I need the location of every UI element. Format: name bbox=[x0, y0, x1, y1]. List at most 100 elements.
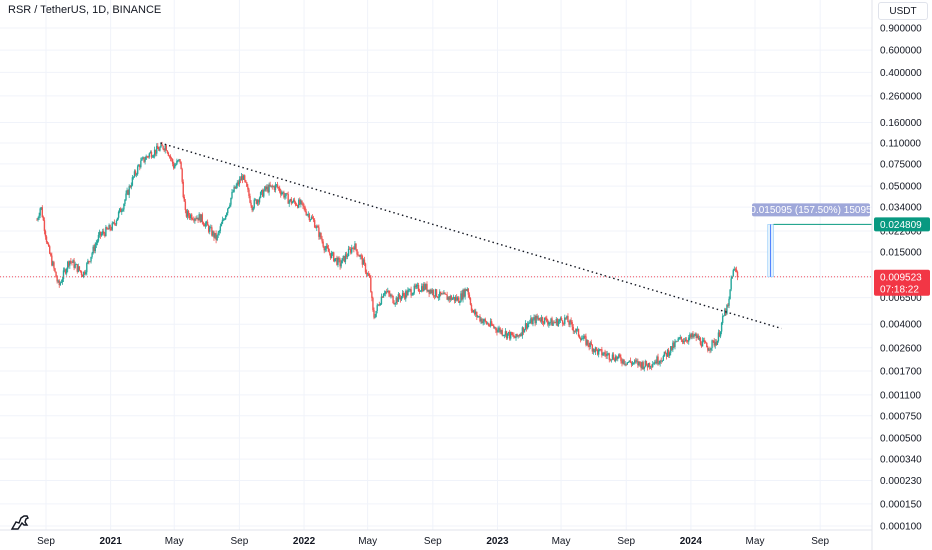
candle-body bbox=[638, 361, 640, 366]
candle-body bbox=[379, 304, 382, 306]
x-tick-label: May bbox=[165, 536, 184, 547]
candle-body bbox=[40, 207, 42, 209]
candle-body bbox=[360, 255, 362, 257]
candle-body bbox=[396, 297, 399, 302]
candle-body bbox=[387, 290, 389, 292]
candle-body bbox=[427, 289, 429, 292]
candle-body bbox=[632, 362, 635, 364]
candle-body bbox=[679, 336, 681, 339]
candle-body bbox=[565, 317, 567, 319]
candle-body bbox=[192, 219, 194, 221]
candle-body bbox=[133, 171, 136, 177]
candle-body bbox=[444, 292, 446, 295]
candle-body bbox=[625, 363, 627, 365]
candle-body bbox=[544, 317, 547, 319]
candle-body bbox=[327, 248, 330, 252]
candle-body bbox=[58, 280, 60, 286]
candle-body bbox=[432, 290, 435, 296]
candle-body bbox=[120, 208, 122, 213]
candle-body bbox=[665, 352, 668, 357]
candle-body bbox=[522, 327, 525, 333]
candle-body bbox=[636, 360, 638, 362]
candle-body bbox=[148, 153, 151, 157]
candle-body bbox=[554, 322, 556, 324]
candle-body bbox=[170, 158, 173, 160]
candle-body bbox=[362, 259, 365, 265]
candle-body bbox=[623, 359, 625, 364]
candle-body bbox=[507, 331, 510, 334]
candle-body bbox=[349, 248, 352, 253]
candle-body bbox=[278, 187, 281, 192]
candle-body bbox=[292, 199, 295, 202]
candle-body bbox=[572, 326, 574, 332]
candle-body bbox=[603, 352, 605, 355]
candle-body bbox=[378, 304, 381, 306]
candle-body bbox=[535, 316, 537, 324]
candle-body bbox=[223, 219, 226, 221]
candle-body bbox=[274, 184, 277, 190]
candle-body bbox=[340, 263, 342, 267]
candle-body bbox=[218, 230, 220, 233]
x-tick-label: Sep bbox=[37, 536, 55, 547]
candle-body bbox=[212, 231, 214, 236]
candle-body bbox=[198, 214, 200, 221]
candle-body bbox=[521, 327, 524, 336]
candle-body bbox=[96, 240, 99, 243]
candle-body bbox=[321, 238, 323, 242]
candle-body bbox=[308, 214, 311, 221]
candle-body bbox=[430, 289, 432, 293]
candle-body bbox=[449, 296, 452, 300]
y-tick-label: 0.000100 bbox=[880, 522, 922, 533]
candle-body bbox=[203, 224, 206, 227]
candle-body bbox=[178, 159, 180, 161]
candle-body bbox=[612, 354, 615, 360]
x-tick-label: 2021 bbox=[100, 536, 123, 547]
currency-button[interactable]: USDT bbox=[878, 2, 928, 20]
candle-body bbox=[405, 291, 407, 299]
candle-body bbox=[689, 334, 691, 338]
candle-body bbox=[409, 289, 411, 291]
candle-body bbox=[472, 310, 475, 313]
candle-body bbox=[591, 345, 594, 352]
candle-body bbox=[728, 298, 730, 306]
candle-body bbox=[693, 335, 695, 337]
candle-body bbox=[196, 217, 198, 219]
candle-body bbox=[353, 247, 355, 250]
candle-body bbox=[498, 328, 500, 330]
candle-body bbox=[416, 284, 419, 286]
candle-body bbox=[711, 340, 713, 348]
candle-body bbox=[103, 231, 105, 234]
candle-body bbox=[65, 268, 68, 274]
candle-body bbox=[695, 333, 697, 338]
candle-body bbox=[543, 317, 546, 324]
candle-body bbox=[546, 318, 548, 322]
candle-body bbox=[495, 327, 497, 331]
dinosaur-logo-icon[interactable] bbox=[10, 510, 32, 532]
candle-body bbox=[366, 273, 369, 275]
candle-body bbox=[462, 289, 464, 300]
candle-body bbox=[55, 271, 57, 278]
candle-body bbox=[222, 219, 225, 221]
candle-body bbox=[648, 363, 651, 367]
candle-body bbox=[490, 321, 493, 326]
candle-body bbox=[674, 341, 676, 347]
candle-body bbox=[276, 184, 279, 188]
candle-body bbox=[723, 315, 725, 317]
candle-body bbox=[549, 322, 551, 323]
candle-body bbox=[481, 318, 483, 324]
candle-body bbox=[656, 356, 658, 364]
candle-body bbox=[211, 227, 213, 236]
candle-body bbox=[234, 186, 236, 189]
candle-body bbox=[47, 243, 50, 247]
candle-body bbox=[187, 211, 190, 216]
candle-body bbox=[702, 340, 705, 342]
candle-body bbox=[44, 231, 47, 237]
candle-body bbox=[359, 255, 361, 257]
candle-body bbox=[631, 362, 634, 365]
candle-body bbox=[541, 317, 544, 323]
candle-body bbox=[355, 243, 357, 250]
candle-body bbox=[202, 222, 205, 225]
candle-body bbox=[345, 254, 348, 257]
candle-body bbox=[688, 337, 690, 342]
